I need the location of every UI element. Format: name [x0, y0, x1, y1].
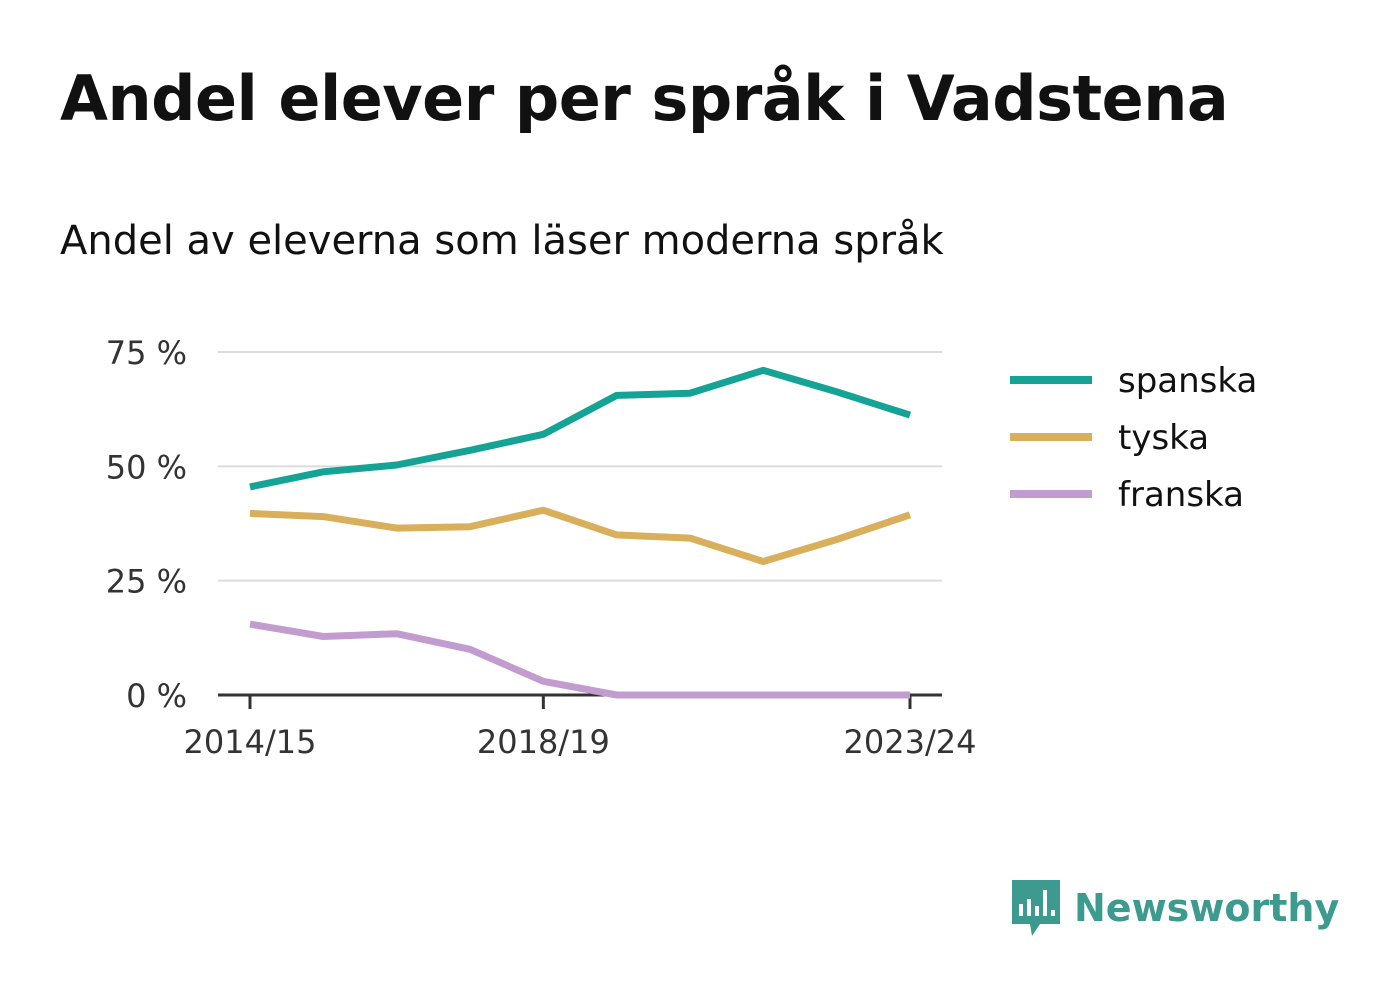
series-line-spanska	[249, 366, 912, 491]
grid-lines	[218, 351, 942, 582]
y-axis-tick-labels: 0 % 25 % 50 % 75 %	[106, 334, 187, 715]
newsworthy-logo-icon	[1012, 880, 1060, 936]
x-tick-label: 2018/19	[477, 723, 610, 761]
legend-label-tyska: tyska	[1118, 418, 1209, 458]
x-tick-label: 2023/24	[844, 723, 977, 761]
legend-label-spanska: spanska	[1118, 361, 1257, 401]
legend-label-franska: franska	[1118, 475, 1244, 515]
x-axis: 2014/15 2018/19 2023/24	[184, 693, 977, 761]
legend: spanska tyska franska	[1010, 361, 1257, 515]
x-tick-label: 2014/15	[184, 723, 317, 761]
series-line-franska	[249, 620, 910, 699]
y-tick-label: 25 %	[106, 563, 187, 601]
newsworthy-logo: Newsworthy	[1010, 878, 1339, 938]
series-line-tyska	[249, 506, 912, 565]
y-tick-label: 75 %	[106, 334, 187, 372]
chart-subtitle: Andel av eleverna som läser moderna språ…	[60, 218, 944, 264]
chart-title: Andel elever per språk i Vadstena	[60, 62, 1229, 135]
y-tick-label: 50 %	[106, 448, 187, 486]
brand-name: Newsworthy	[1074, 886, 1340, 930]
y-tick-label: 0 %	[126, 677, 187, 715]
series-lines	[249, 366, 912, 699]
